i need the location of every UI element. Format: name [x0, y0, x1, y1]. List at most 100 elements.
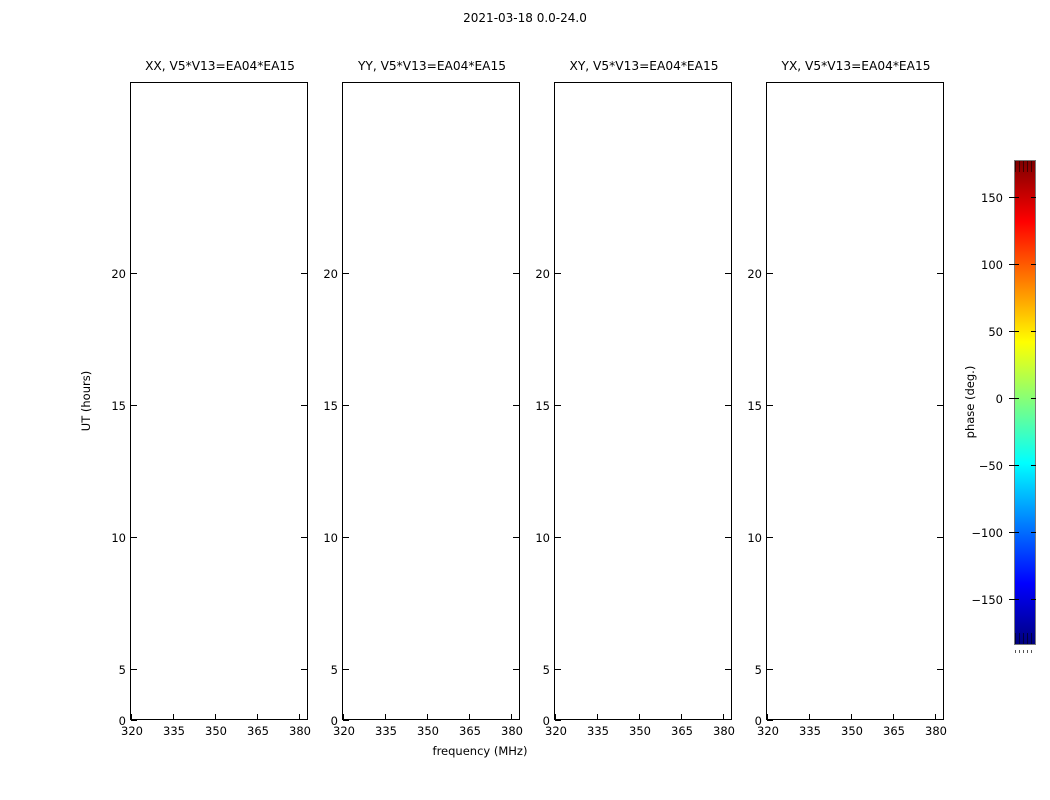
- y-tick-label-10: 10: [323, 531, 338, 545]
- colorbar-tick-0: 0: [996, 392, 1014, 406]
- y-tick-label-10: 10: [111, 531, 126, 545]
- x-tick-label-365: 365: [459, 724, 481, 738]
- colorbar-tick-inner-right-0: [1031, 398, 1036, 399]
- colorbar-tick-inner-right-neg100: [1031, 532, 1036, 533]
- y-tick-right-10: [301, 537, 307, 538]
- colorbar-tick-inner-100: [1014, 264, 1019, 265]
- colorbar-tick-100: 100: [981, 258, 1014, 272]
- y-tick-right-20: [725, 273, 731, 274]
- y-tick-right-20: [301, 273, 307, 274]
- x-tick-label-365: 365: [671, 724, 693, 738]
- y-tick-right-5: [937, 669, 943, 670]
- x-tick-label-350: 350: [205, 724, 227, 738]
- x-tick-365: 365: [671, 714, 693, 738]
- colorbar-tick-label-50: 50: [988, 325, 1003, 339]
- y-tick-label-5: 5: [118, 663, 126, 677]
- colorbar[interactable]: 150 100 50 0 −50 −100 −150: [971, 160, 1036, 645]
- y-tick-label-15: 15: [535, 399, 550, 413]
- x-tick-320: 320: [333, 714, 355, 738]
- colorbar-tick-inner-right-100: [1031, 264, 1036, 265]
- y-tick-label-15: 15: [747, 399, 762, 413]
- x-tick-label-320: 320: [757, 724, 779, 738]
- y-axis-label: UT (hours): [79, 370, 93, 432]
- y-tick-right-10: [725, 537, 731, 538]
- x-tick-335: 335: [163, 714, 185, 738]
- x-tick-label-335: 335: [587, 724, 609, 738]
- panel-title-yy: YY, V5*V13=EA04*EA15: [357, 59, 507, 73]
- y-tick-right-20: [513, 273, 519, 274]
- y-tick-0: 0: [119, 714, 137, 728]
- colorbar-tick-label-100: 100: [981, 258, 1003, 272]
- y-tick-right-10: [937, 537, 943, 538]
- x-tick-label-380: 380: [501, 724, 523, 738]
- x-tick-label-335: 335: [375, 724, 397, 738]
- y-tick-label-0: 0: [118, 713, 126, 728]
- x-tick-label-380: 380: [925, 724, 947, 738]
- y-tick-0: 0: [331, 714, 349, 728]
- plot-panel-yy[interactable]: YY, V5*V13=EA04*EA15 20 15 10 5 0 320 33…: [323, 59, 523, 738]
- x-tick-380: 380: [289, 714, 311, 738]
- x-tick-335: 335: [375, 714, 397, 738]
- y-tick-5: 5: [119, 663, 137, 677]
- plot-panel-xy[interactable]: XY, V5*V13=EA04*EA15 20 15 10 5 0 320 33…: [535, 59, 735, 738]
- x-tick-380: 380: [501, 714, 523, 738]
- y-tick-10: 10: [747, 531, 773, 545]
- panel-title-xy: XY, V5*V13=EA04*EA15: [569, 59, 719, 73]
- x-tick-365: 365: [247, 714, 269, 738]
- figure-suptitle: 2021-03-18 0.0-24.0: [463, 11, 587, 25]
- colorbar-tick-inner-150: [1014, 197, 1019, 198]
- x-tick-label-335: 335: [163, 724, 185, 738]
- panel-title-xx: XX, V5*V13=EA04*EA15: [145, 59, 295, 73]
- colorbar-tick-neg50: −50: [979, 459, 1014, 473]
- y-tick-label-15: 15: [111, 399, 126, 413]
- x-tick-350: 350: [841, 714, 863, 738]
- colorbar-tick-50: 50: [988, 325, 1014, 339]
- colorbar-tick-inner-neg50: [1014, 465, 1019, 466]
- colorbar-tick-inner-right-150: [1031, 197, 1036, 198]
- y-tick-label-20: 20: [323, 267, 338, 281]
- x-tick-label-365: 365: [883, 724, 905, 738]
- y-tick-label-0: 0: [330, 713, 338, 728]
- y-tick-right-15: [513, 405, 519, 406]
- y-tick-right-20: [937, 273, 943, 274]
- x-tick-label-350: 350: [629, 724, 651, 738]
- colorbar-tick-inner-neg100: [1014, 532, 1019, 533]
- y-tick-label-20: 20: [111, 267, 126, 281]
- plot-panel-yx[interactable]: YX, V5*V13=EA04*EA15 20 15 10 5 0 320 33…: [747, 59, 947, 738]
- y-tick-5: 5: [755, 663, 773, 677]
- y-tick-label-0: 0: [754, 713, 762, 728]
- y-tick-20: 20: [747, 267, 773, 281]
- y-tick-right-5: [725, 669, 731, 670]
- y-tick-right-15: [937, 405, 943, 406]
- x-tick-label-320: 320: [121, 724, 143, 738]
- y-tick-15: 15: [747, 399, 773, 413]
- y-tick-label-5: 5: [754, 663, 762, 677]
- y-tick-right-5: [513, 669, 519, 670]
- panel-title-yx: YX, V5*V13=EA04*EA15: [781, 59, 931, 73]
- colorbar-tick-inner-right-neg150: [1031, 599, 1036, 600]
- colorbar-tick-neg100: −100: [971, 526, 1014, 540]
- x-tick-label-350: 350: [417, 724, 439, 738]
- colorbar-tick-inner-0: [1014, 398, 1019, 399]
- x-tick-335: 335: [799, 714, 821, 738]
- x-tick-label-365: 365: [247, 724, 269, 738]
- colorbar-tick-label-0: 0: [995, 392, 1003, 406]
- x-tick-320: 320: [121, 714, 143, 738]
- colorbar-tick-150: 150: [981, 191, 1014, 205]
- y-tick-15: 15: [323, 399, 349, 413]
- x-tick-350: 350: [417, 714, 439, 738]
- colorbar-tick-inner-right-50: [1031, 331, 1036, 332]
- x-tick-380: 380: [713, 714, 735, 738]
- y-tick-right-15: [301, 405, 307, 406]
- colorbar-tick-label-neg150: −150: [971, 593, 1003, 607]
- colorbar-tick-label-neg100: −100: [971, 526, 1003, 540]
- x-tick-label-335: 335: [799, 724, 821, 738]
- plot-panel-xx[interactable]: XX, V5*V13=EA04*EA15 20 15 10 5 0 320 33…: [111, 59, 311, 738]
- y-tick-0: 0: [755, 714, 773, 728]
- y-tick-10: 10: [323, 531, 349, 545]
- x-tick-335: 335: [587, 714, 609, 738]
- colorbar-over-hatch: [1015, 161, 1035, 172]
- y-tick-label-20: 20: [535, 267, 550, 281]
- x-tick-365: 365: [459, 714, 481, 738]
